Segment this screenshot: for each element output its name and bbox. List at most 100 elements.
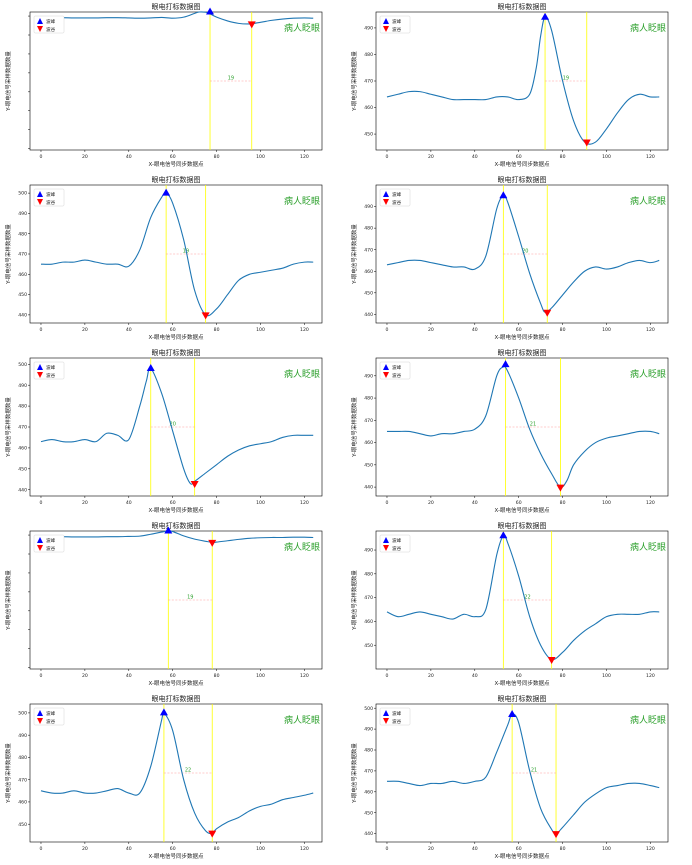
x-tick-label: 100 — [256, 673, 265, 679]
y-tick-label: 460 — [364, 789, 373, 795]
y-tick-label: 500 — [18, 191, 27, 197]
chart-title: 眼电打标数据图 — [152, 175, 201, 184]
status-label: 病人眨眼 — [630, 541, 666, 553]
y-tick-label: 470 — [364, 595, 373, 601]
x-tick-label: 60 — [170, 673, 176, 679]
y-tick-label: 440 — [364, 485, 373, 491]
y-axis-label: Y-眼电信号采样数据数量 — [4, 51, 12, 112]
x-tick-label: 0 — [40, 673, 43, 679]
legend-trough-label: 波谷 — [46, 545, 56, 552]
x-tick-label: 20 — [428, 500, 434, 506]
x-tick-label: 120 — [300, 500, 309, 506]
x-tick-label: 0 — [386, 500, 389, 506]
y-axis-label: Y-眼电信号采样数据数量 — [4, 570, 12, 631]
chart-svg: 眼电打标数据图 0 20 40 60 80 100 120 440 450 460 470 480 490… — [4, 175, 323, 341]
chart-panel: 眼电打标数据图 0 20 40 60 80 100 120 440 450 460 470 480 490… — [0, 346, 346, 519]
trough-marker — [208, 830, 217, 838]
x-tick-label: 120 — [646, 327, 655, 333]
y-axis-label: Y-眼电信号采样数据数量 — [350, 570, 358, 631]
legend-trough-label: 波谷 — [46, 199, 56, 206]
trough-marker — [543, 309, 552, 317]
status-label: 病人眨眼 — [630, 195, 666, 207]
chart-svg: 眼电打标数据图 0 20 40 60 80 100 120 440 450 460 470 480 490… — [350, 348, 669, 514]
y-tick-label: 440 — [364, 831, 373, 837]
y-tick-label: 490 — [364, 373, 373, 379]
distance-label: 20 — [522, 249, 528, 255]
chart-title: 眼电打标数据图 — [498, 348, 547, 357]
axes-frame — [375, 357, 669, 497]
peak-marker — [499, 191, 508, 199]
legend-trough-label: 波谷 — [46, 26, 56, 33]
peak-marker — [541, 12, 550, 20]
chart-svg: 眼电打标数据图 0 20 40 60 80 100 120 X-眼电信号同步数据点 Y-眼电信号采… — [4, 2, 323, 168]
x-tick-label: 40 — [472, 846, 478, 852]
x-tick-label: 60 — [170, 154, 176, 160]
y-tick-label: 440 — [364, 312, 373, 318]
x-tick-label: 60 — [516, 500, 522, 506]
signal-line — [40, 192, 314, 317]
legend-peak-icon — [383, 364, 389, 370]
x-tick-label: 0 — [386, 327, 389, 333]
distance-label: 19 — [228, 76, 234, 82]
x-tick-label: 0 — [386, 846, 389, 852]
x-tick-label: 20 — [428, 673, 434, 679]
legend-trough-label: 波谷 — [392, 718, 402, 725]
y-tick-label: 470 — [18, 252, 27, 258]
status-label: 病人眨眼 — [284, 195, 320, 207]
y-tick-label: 480 — [364, 52, 373, 58]
x-axis-label: X-眼电信号同步数据点 — [149, 679, 204, 687]
legend-peak-label: 波峰 — [46, 537, 56, 544]
axes-frame — [375, 184, 669, 324]
y-tick-label: 460 — [18, 272, 27, 278]
x-tick-label: 120 — [300, 154, 309, 160]
y-tick-label: 490 — [18, 383, 27, 389]
x-tick-label: 0 — [386, 154, 389, 160]
legend-peak-icon — [37, 710, 43, 716]
y-tick-label: 470 — [364, 79, 373, 85]
legend-trough-label: 波谷 — [392, 372, 402, 379]
distance-label: 20 — [170, 422, 176, 428]
status-label: 病人眨眼 — [284, 714, 320, 726]
x-tick-label: 40 — [126, 846, 132, 852]
x-tick-label: 20 — [82, 327, 88, 333]
x-tick-label: 20 — [428, 846, 434, 852]
y-tick-label: 450 — [364, 643, 373, 649]
y-tick-label: 480 — [18, 755, 27, 761]
x-tick-label: 120 — [646, 154, 655, 160]
status-label: 病人眨眼 — [630, 368, 666, 380]
legend-peak-icon — [383, 537, 389, 543]
x-axis-label: X-眼电信号同步数据点 — [149, 160, 204, 168]
y-axis-label: Y-眼电信号采样数据数量 — [350, 743, 358, 804]
chart-panel: 眼电打标数据图 0 20 40 60 80 100 120 450 460 470 480 490 500… — [0, 692, 346, 865]
distance-label: 21 — [531, 768, 537, 774]
distance-label: 21 — [530, 422, 536, 428]
y-tick-label: 490 — [364, 548, 373, 554]
legend-peak-icon — [383, 191, 389, 197]
x-tick-label: 80 — [560, 846, 566, 852]
chart-title: 眼电打标数据图 — [152, 521, 201, 530]
legend-peak-label: 波峰 — [392, 710, 402, 717]
legend-trough-label: 波谷 — [392, 26, 402, 33]
x-tick-label: 40 — [126, 500, 132, 506]
y-tick-label: 440 — [18, 312, 27, 318]
chart-title: 眼电打标数据图 — [498, 175, 547, 184]
x-tick-label: 80 — [214, 846, 220, 852]
chart-panel: 眼电打标数据图 0 20 40 60 80 100 120 X-眼电信号同步数据点 Y-眼电信号采… — [0, 519, 346, 692]
y-tick-label: 460 — [364, 105, 373, 111]
x-tick-label: 20 — [82, 846, 88, 852]
trough-marker — [552, 831, 561, 839]
x-tick-label: 80 — [214, 154, 220, 160]
y-tick-label: 480 — [364, 396, 373, 402]
y-tick-label: 480 — [364, 571, 373, 577]
y-tick-label: 450 — [18, 822, 27, 828]
signal-line — [40, 530, 314, 543]
chart-title: 眼电打标数据图 — [152, 2, 201, 11]
x-tick-label: 40 — [472, 154, 478, 160]
x-tick-label: 60 — [516, 154, 522, 160]
peak-marker — [164, 526, 173, 534]
legend-peak-icon — [383, 18, 389, 24]
x-axis-label: X-眼电信号同步数据点 — [495, 333, 550, 341]
y-tick-label: 460 — [18, 446, 27, 452]
x-tick-label: 20 — [428, 327, 434, 333]
chart-svg: 眼电打标数据图 0 20 40 60 80 100 120 450 460 470 480 490 X-眼… — [350, 521, 669, 687]
